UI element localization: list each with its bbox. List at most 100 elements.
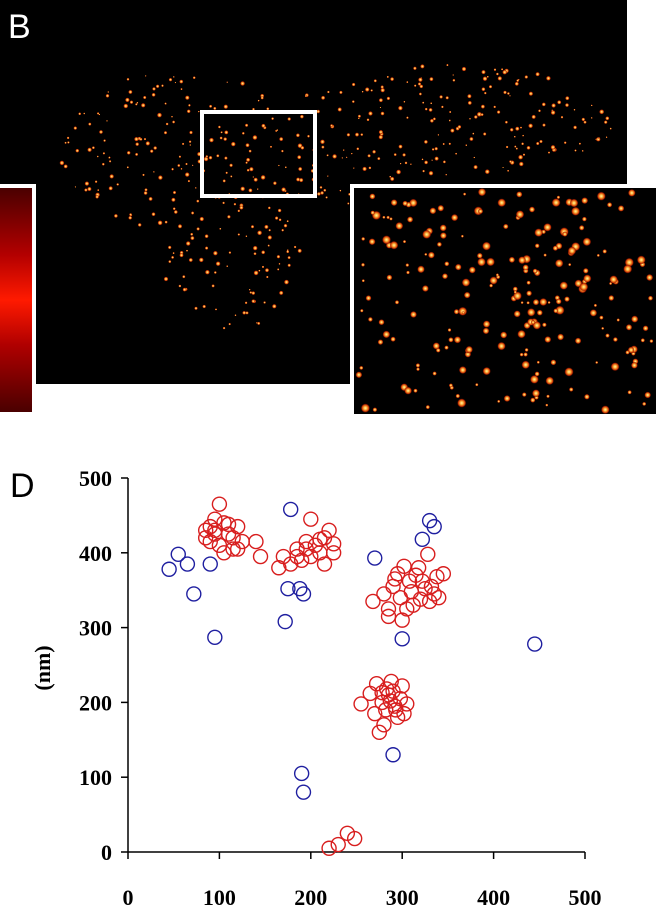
red-data-point [405,597,421,613]
fluorescent-spot [455,152,458,155]
fluorescent-spot [378,129,384,135]
fluorescent-spot [326,154,329,157]
fluorescent-spot [550,110,556,116]
inset-spot [617,205,625,212]
fluorescent-spot [113,213,118,218]
fluorescent-spot [171,255,175,259]
fluorescent-spot [528,91,534,96]
inset-spot [477,257,486,267]
fluorescent-spot [184,172,190,178]
blue-data-point [293,765,310,782]
fluorescent-spot [197,110,200,113]
inset-spot [482,320,491,328]
fluorescent-spot [148,196,153,202]
inset-spot [497,341,506,351]
fluorescent-spot [211,284,215,288]
fluorescent-spot [518,161,524,167]
fluorescent-spot [269,145,273,148]
fluorescent-spot [264,268,270,273]
inset-spot [646,273,654,282]
fluorescent-spot [431,159,433,161]
fluorescent-spot [213,271,217,274]
inset-spot [448,337,454,343]
fluorescent-spot [557,100,562,105]
inset-spot [522,264,529,271]
blue-data-point [367,550,383,566]
inset-spot [439,232,447,240]
fluorescent-spot [222,179,226,183]
fluorescent-spot [332,153,338,159]
red-data-point [289,541,305,557]
fluorescent-spot [452,78,456,82]
inset-spot [627,390,632,395]
inset-spots [355,187,654,415]
blue-data-point [282,501,299,518]
fluorescent-spot [439,95,443,99]
fluorescent-spot [261,250,266,255]
red-data-point [303,511,319,527]
fluorescent-spot [219,136,223,140]
fluorescent-spot [164,102,167,105]
fluorescent-spot [418,92,422,96]
fluorescent-spot [482,132,487,136]
fluorescent-spot [164,220,168,224]
inset-spot [581,197,589,205]
fluorescent-spot [304,94,308,98]
fluorescent-spot [109,174,115,179]
y-tick-label: 500 [79,466,112,491]
fluorescent-spot [204,246,209,250]
fluorescent-spot [480,104,486,109]
inset-spot [564,296,570,302]
fluorescent-spot [163,130,168,135]
inset-spot [647,295,654,301]
fluorescent-spot [299,114,304,119]
y-tick-label: 200 [79,690,112,715]
fluorescent-spot [240,186,246,192]
fluorescent-spot [393,153,397,157]
fluorescent-spot [244,123,249,128]
fluorescent-spot [67,141,70,144]
inset-spot [497,399,501,403]
fluorescent-spot [102,152,106,155]
red-data-point [368,676,385,692]
inset-spot [625,324,633,331]
fluorescent-spot [482,76,488,82]
fluorescent-spot [522,134,525,137]
fluorescent-spot [142,95,147,100]
blue-data-point [394,631,410,647]
fluorescent-spot [179,79,184,84]
fluorescent-spot [325,196,328,199]
inset-spot [477,208,484,214]
fluorescent-spot [442,160,446,164]
inset-spot [553,308,559,314]
inset-spot [370,210,376,215]
fluorescent-spot [590,117,593,119]
fluorescent-spot [126,150,131,155]
fluorescent-spot [465,144,468,147]
fluorescent-spot [245,161,248,164]
fluorescent-spot [257,321,261,326]
fluorescent-spot [545,75,551,81]
red-data-point [207,511,223,527]
inset-spot [360,308,364,313]
inset-spot [521,360,530,370]
blue-data-point [207,629,223,646]
fluorescent-spot [252,134,258,141]
fluorescent-spot [448,142,452,146]
fluorescent-spot [108,160,112,163]
inset-spot [554,259,564,268]
fluorescent-spot [251,291,256,296]
fluorescent-spot [190,235,195,241]
fluorescent-spot [286,249,289,252]
inset-spot [390,336,396,342]
fluorescent-spot [98,129,104,135]
fluorescent-spot [514,145,517,148]
red-data-point [321,522,337,539]
inset-spot [564,367,574,377]
inset-spot [582,267,589,274]
left-strip-image [0,188,32,412]
fluorescent-spot [281,149,284,153]
fluorescent-spot [480,113,484,117]
fluorescent-spot [396,169,402,175]
fluorescent-spot [583,120,587,124]
